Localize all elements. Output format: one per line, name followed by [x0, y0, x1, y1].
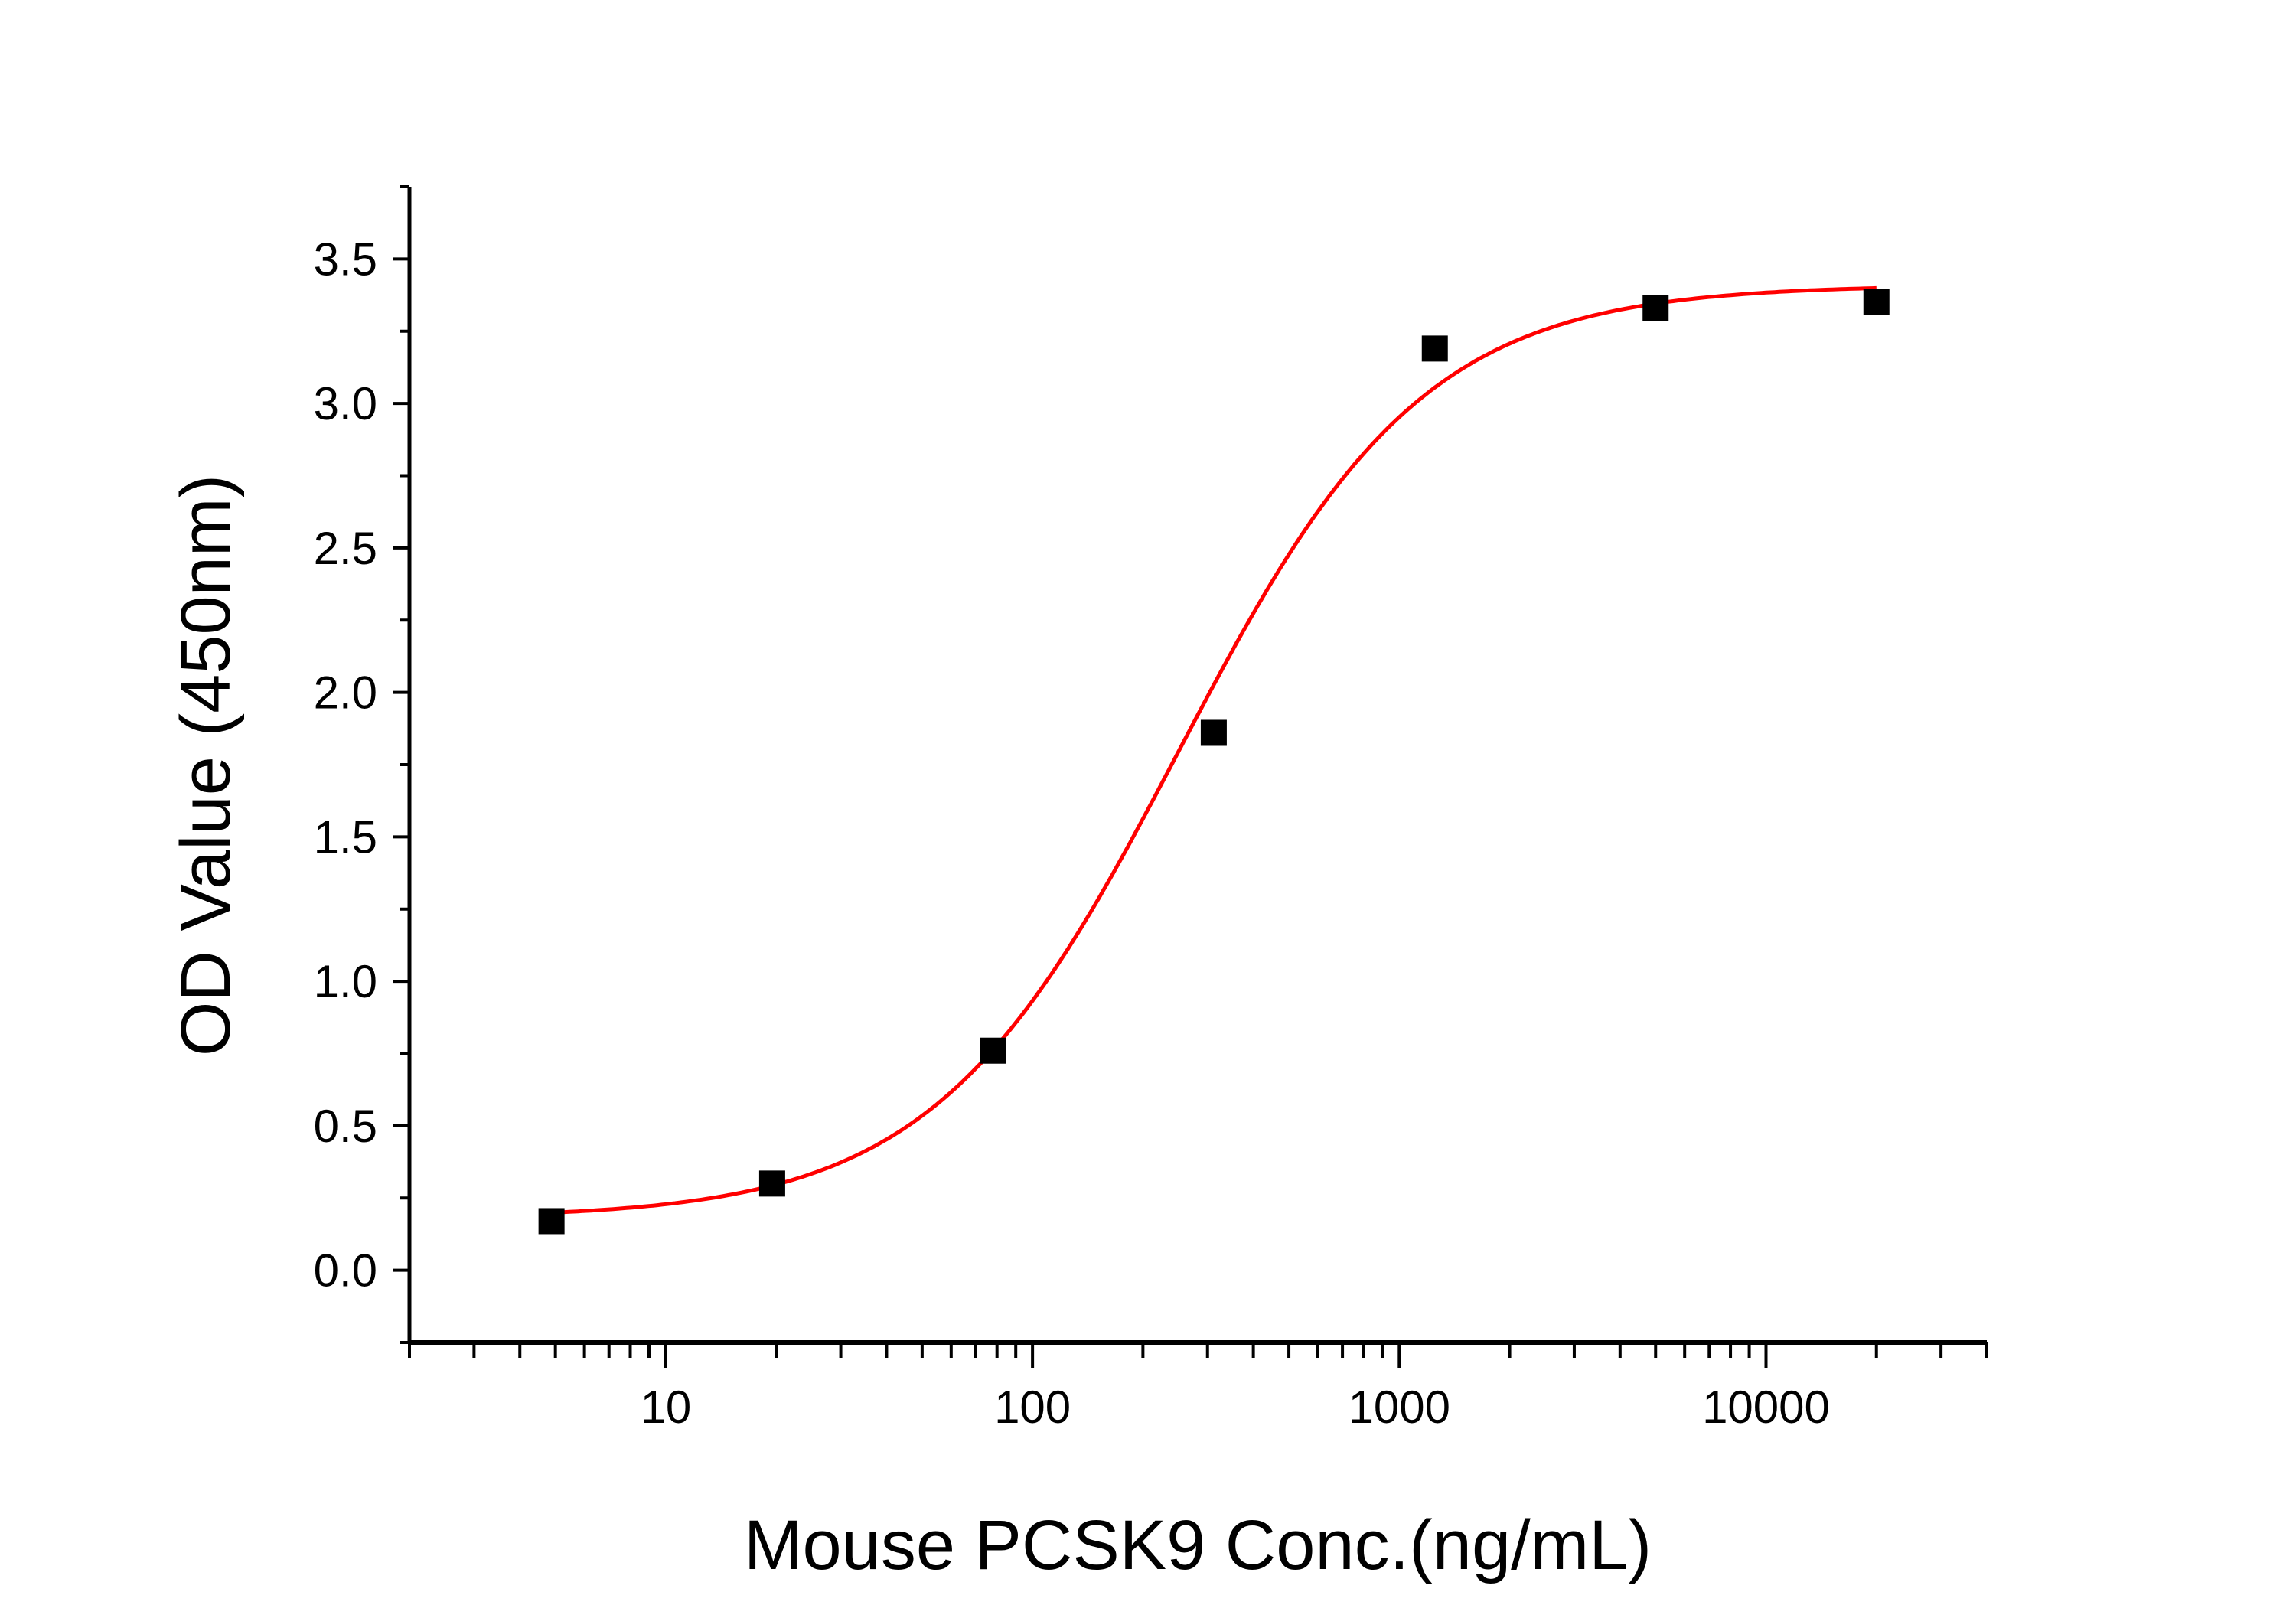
y-tick-label: 3.5: [314, 233, 377, 285]
y-tick-label: 3.0: [314, 378, 377, 429]
x-tick-label: 10: [641, 1382, 692, 1433]
x-axis-title: Mouse PCSK9 Conc.(ng/mL): [744, 1506, 1652, 1584]
y-tick-label: 0.0: [314, 1245, 377, 1297]
fit-curve: [551, 285, 1877, 1215]
data-point: [1200, 719, 1227, 746]
y-tick-label: 1.5: [314, 811, 377, 863]
y-tick-label: 2.5: [314, 523, 377, 574]
y-tick-label: 0.5: [314, 1101, 377, 1152]
fit-curve-group: [551, 285, 1877, 1215]
axes: 0.0 0.5 1.0 1.5 2.0 2.5 3.0 3.5 10 100 1000 10000: [314, 185, 1988, 1433]
data-point: [1863, 289, 1890, 315]
y-tick-label: 1.0: [314, 956, 377, 1007]
data-point: [1642, 295, 1669, 321]
data-points: [538, 289, 1890, 1235]
y-tick-label: 2.0: [314, 667, 377, 719]
y-axis-title: OD Value (450nm): [167, 475, 245, 1056]
data-point: [538, 1208, 565, 1235]
data-point: [1421, 335, 1448, 362]
data-point: [980, 1037, 1006, 1064]
data-point: [758, 1170, 785, 1197]
x-tick-label: 100: [994, 1382, 1071, 1433]
x-tick-label: 1000: [1349, 1382, 1450, 1433]
x-tick-label: 10000: [1702, 1382, 1830, 1433]
